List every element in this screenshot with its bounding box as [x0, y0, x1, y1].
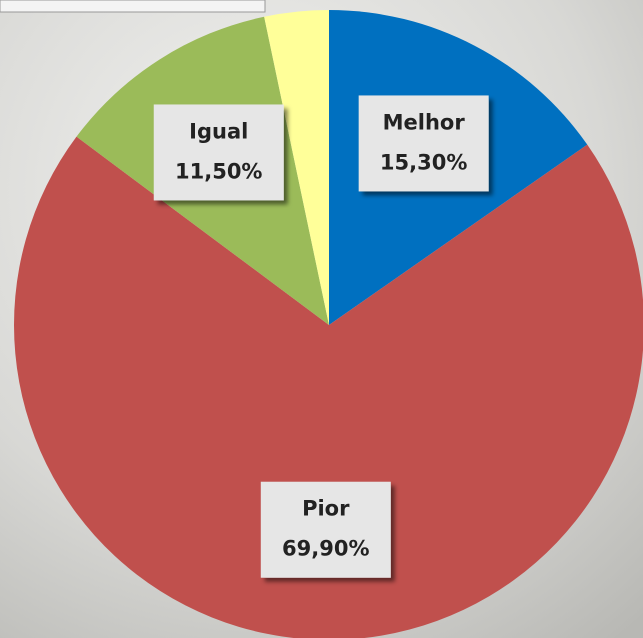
pie-slice	[14, 136, 643, 638]
category-label: Igual	[189, 119, 248, 143]
label-box	[358, 95, 489, 192]
label-box	[260, 481, 391, 578]
corner-box	[0, 0, 266, 13]
label-box	[153, 104, 284, 201]
pie-slice	[264, 10, 329, 325]
value-label: 15,30%	[380, 150, 467, 174]
labels: Melhor 15,30% Pior 69,90% Igual 11,50%	[153, 95, 489, 578]
category-label: Melhor	[383, 110, 466, 134]
value-label: 69,90%	[282, 537, 369, 561]
category-label: Pior	[302, 497, 350, 521]
value-label: 11,50%	[175, 159, 262, 183]
